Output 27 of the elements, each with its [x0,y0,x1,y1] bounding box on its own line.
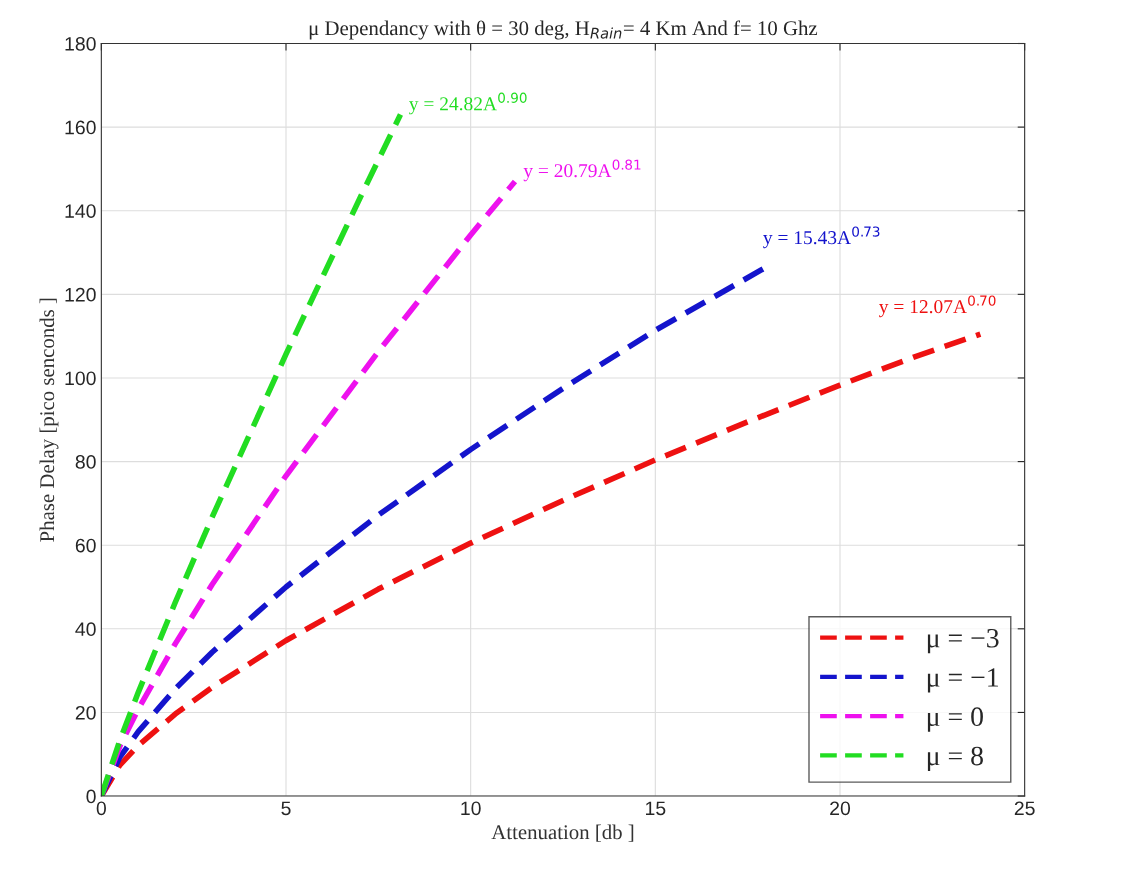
x-tick-label: 20 [830,801,851,816]
y-tick-label: 120 [65,287,96,302]
legend-label: μ = −1 [927,668,998,693]
y-tick-label: 0 [86,789,96,804]
legend-label: μ = −3 [927,628,999,654]
annotation: y = 24.82A$^{0.90}$ [409,92,527,115]
y-tick-label: 40 [75,622,96,637]
y-tick-label: 20 [75,705,96,720]
x-tick-label: 25 [1014,801,1035,816]
y-tick-label: 60 [75,538,96,553]
y-tick-label: 180 [65,36,96,51]
x-tick-label: 0 [96,801,106,816]
y-axis-title: Phase Delay [pico senconds ] [39,298,59,542]
legend-label: μ = 0 [927,707,983,732]
annotation: y = 20.79A$^{0.81}$ [523,159,641,182]
x-axis-title: Attenuation [db ] [491,824,634,842]
chart-title: μ Dependancy with θ = 30 deg, H$_{Rain}$= 4 Km And f= 10 Ghz [309,20,818,40]
y-tick-label: 140 [65,204,96,218]
x-tick-label: 10 [461,801,481,816]
x-tick-label: 5 [281,801,291,816]
x-tick-label: 15 [646,801,666,816]
legend-label: μ = 8 [927,746,983,772]
annotation: y = 12.07A$^{0.70}$ [879,295,996,318]
y-tick-label: 100 [65,371,96,386]
y-tick-label: 160 [65,120,96,135]
y-tick-label: 80 [75,455,96,469]
annotation: y = 15.43A$^{0.73}$ [763,226,880,249]
